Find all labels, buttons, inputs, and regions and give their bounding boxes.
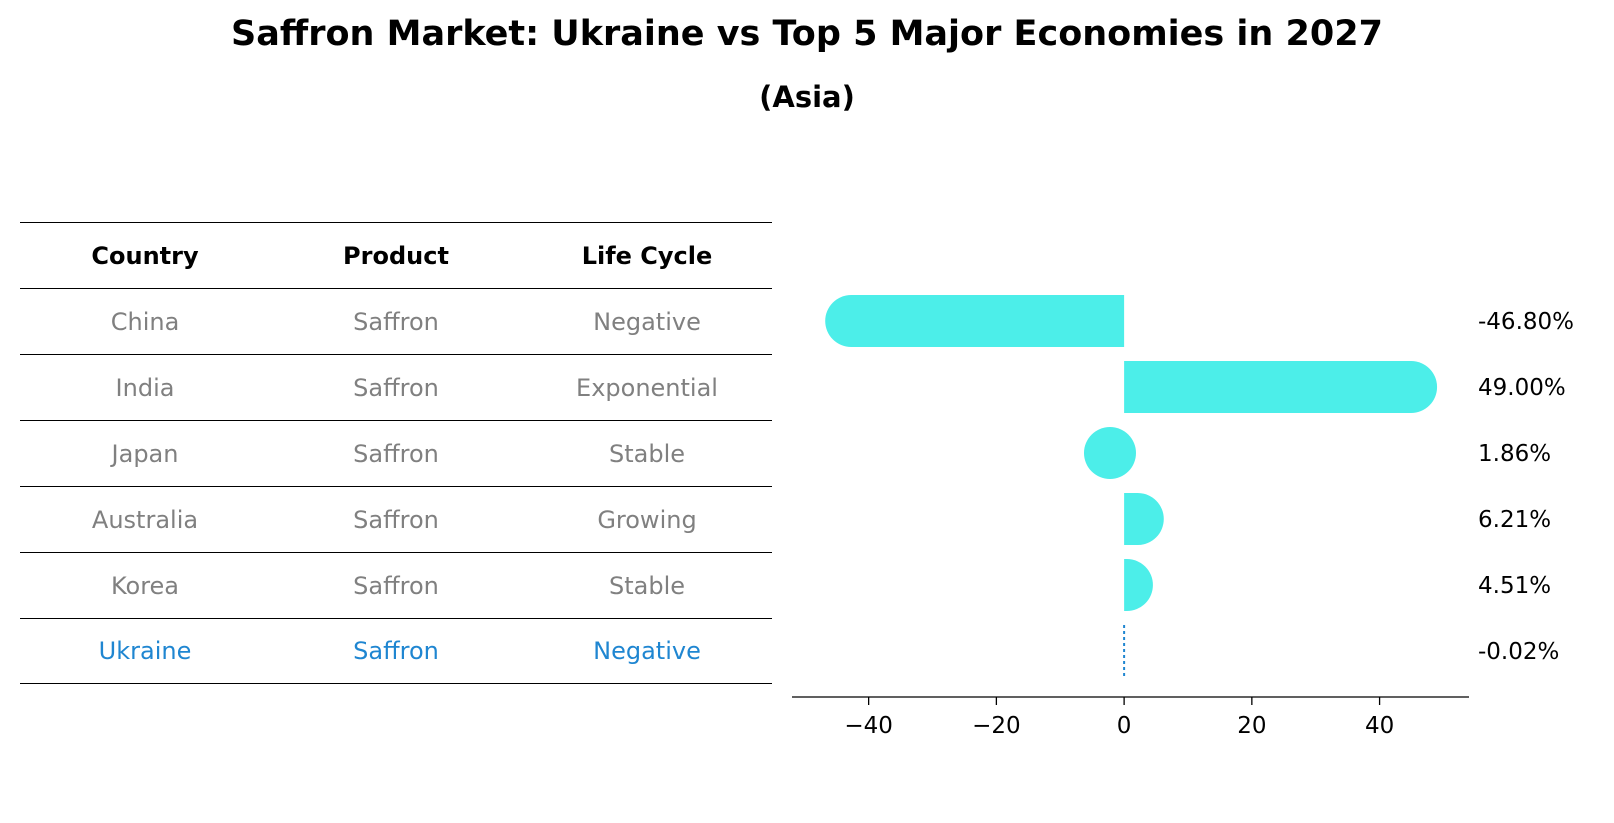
header-product: Product — [343, 241, 449, 270]
table-row-ukraine: Ukraine Saffron Negative — [20, 618, 772, 684]
chart-title: Saffron Market: Ukraine vs Top 5 Major E… — [231, 14, 1383, 54]
x-tick-label: 40 — [1365, 713, 1394, 739]
header-life-cycle: Life Cycle — [581, 241, 713, 270]
cell-product: Saffron — [353, 637, 439, 665]
cell-product: Saffron — [353, 373, 439, 402]
x-tick-label: 20 — [1237, 713, 1266, 739]
table-row-australia: Australia Saffron Growing — [20, 486, 772, 552]
cell-life-cycle: Exponential — [576, 373, 718, 402]
bar-india — [1124, 361, 1438, 413]
cell-country: India — [115, 373, 175, 402]
cell-life-cycle: Stable — [608, 571, 686, 600]
value-label-india: 49.00% — [1478, 375, 1566, 401]
chart-subtitle: (Asia) — [759, 80, 855, 114]
bar-korea — [1124, 559, 1153, 611]
value-label-china: -46.80% — [1478, 309, 1574, 335]
table-header-row: Country Product Life Cycle — [20, 222, 772, 288]
bar-japan — [1083, 427, 1136, 479]
bar-china — [825, 295, 1125, 347]
table-row-india: India Saffron Exponential — [20, 354, 772, 420]
cell-product: Saffron — [353, 439, 439, 468]
value-label-korea: 4.51% — [1478, 573, 1551, 599]
bar-australia — [1124, 493, 1164, 545]
cell-life-cycle: Stable — [608, 439, 686, 468]
cell-country: Ukraine — [98, 637, 192, 665]
cell-product: Saffron — [353, 505, 439, 534]
value-label-japan: 1.86% — [1478, 441, 1551, 467]
cell-country: China — [110, 307, 180, 336]
x-tick-label: −20 — [972, 713, 1021, 739]
cell-life-cycle: Negative — [593, 307, 701, 336]
table-row-japan: Japan Saffron Stable — [20, 420, 772, 486]
cell-country: Japan — [111, 439, 179, 468]
header-country: Country — [91, 241, 199, 270]
value-label-australia: 6.21% — [1478, 507, 1551, 533]
x-tick-label: −40 — [844, 713, 893, 739]
cell-country: Australia — [91, 505, 199, 534]
table-row-china: China Saffron Negative — [20, 288, 772, 354]
cell-product: Saffron — [353, 571, 439, 600]
cell-life-cycle: Negative — [593, 637, 701, 665]
value-label-ukraine: -0.02% — [1478, 639, 1559, 665]
cell-life-cycle: Growing — [597, 505, 697, 534]
data-table: Country Product Life Cycle China Saffron… — [20, 222, 772, 684]
cell-product: Saffron — [353, 307, 439, 336]
x-tick-label: 0 — [1117, 713, 1132, 739]
cell-country: Korea — [110, 571, 180, 600]
table-row-korea: Korea Saffron Stable — [20, 552, 772, 618]
